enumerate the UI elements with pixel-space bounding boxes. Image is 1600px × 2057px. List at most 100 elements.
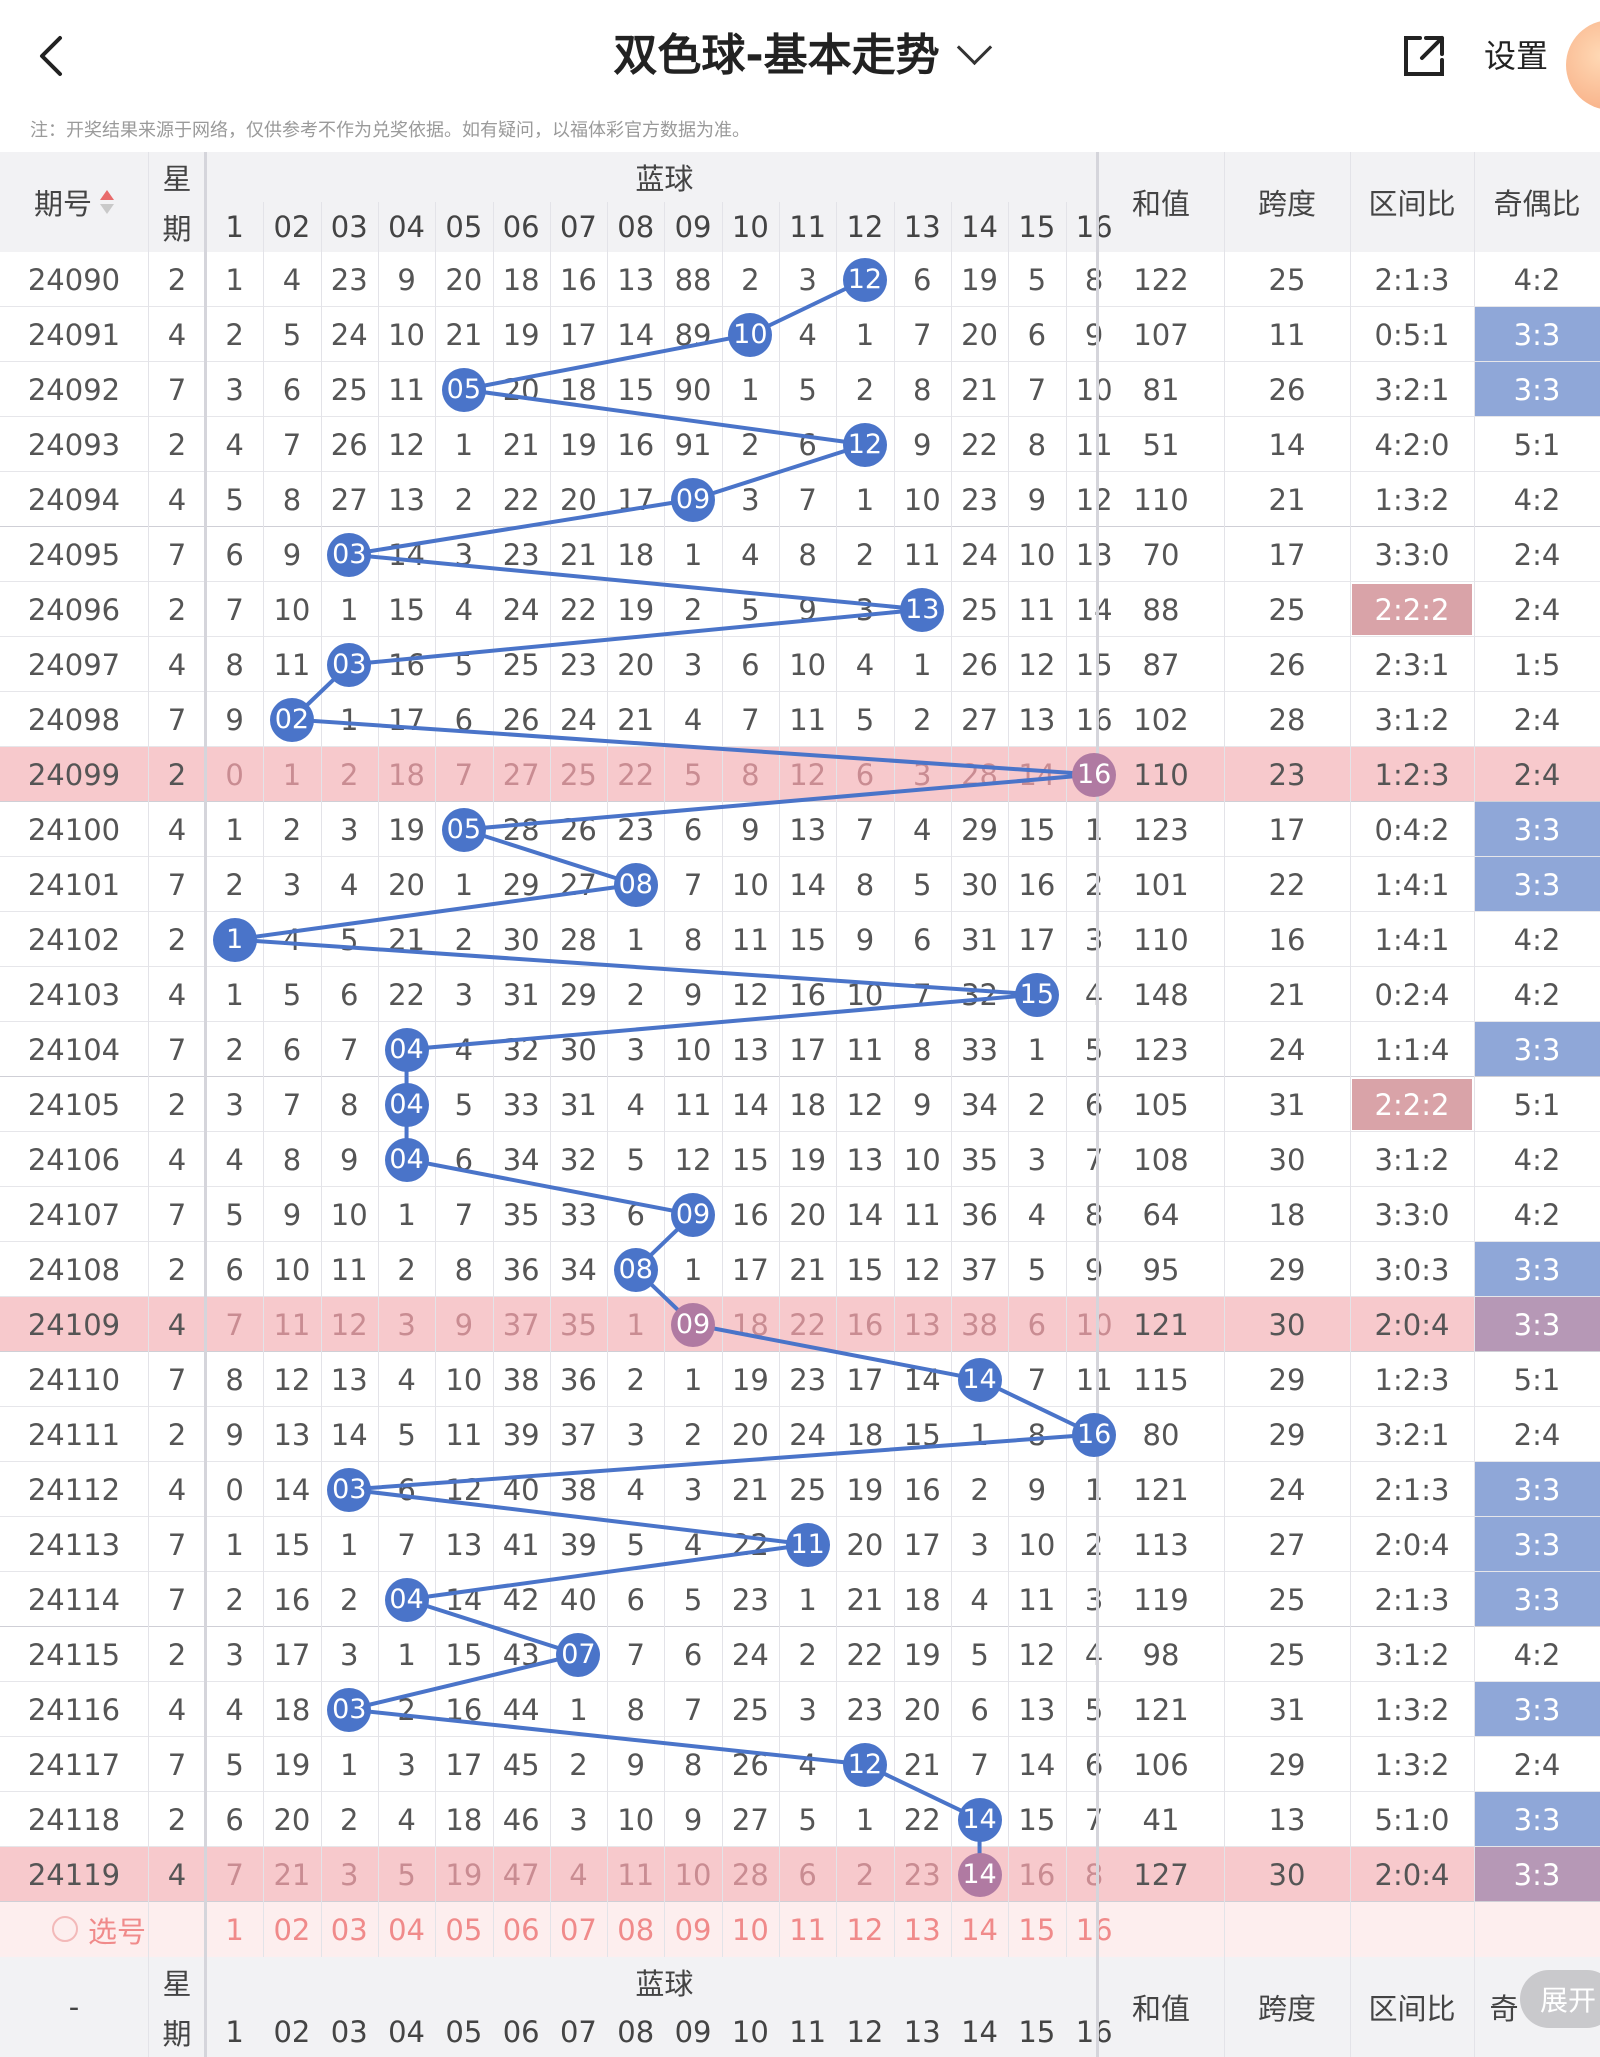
miss-count: 12 [1018, 647, 1056, 682]
miss-count: 33 [961, 1032, 998, 1067]
miss-count: 23 [617, 812, 655, 847]
row-zone: 3:3:0 [1374, 537, 1450, 572]
row-divider [0, 1791, 1600, 1792]
row-issue: 24090 [27, 262, 121, 297]
select-label[interactable]: 选号 [88, 1914, 147, 1949]
select-blue-number[interactable]: 12 [846, 1912, 884, 1947]
header-week-bottom: 期 [162, 212, 192, 246]
miss-count: 2 [340, 1582, 359, 1617]
select-blue-number[interactable]: 11 [789, 1912, 827, 1947]
footer-blue-number: 15 [1018, 2015, 1056, 2049]
share-icon[interactable] [1398, 30, 1450, 82]
title-text: 双色球-基本走势 [613, 30, 940, 81]
miss-count: 7 [970, 1747, 989, 1782]
miss-count: 21 [731, 1472, 769, 1507]
row-sum: 41 [1142, 1802, 1180, 1837]
miss-count: 30 [961, 867, 998, 902]
miss-count: 1 [340, 1747, 359, 1782]
row-span: 22 [1268, 867, 1306, 902]
miss-count: 14 [617, 317, 655, 352]
miss-count: 16 [1018, 867, 1056, 902]
row-sum: 80 [1142, 1417, 1180, 1452]
select-blue-number[interactable]: 14 [961, 1912, 998, 1947]
miss-count: 7 [282, 427, 302, 462]
header-issue[interactable]: 期号 [0, 152, 148, 252]
miss-count: 9 [282, 537, 302, 572]
blue-ball: 16 [1072, 1412, 1117, 1457]
row-sum: 110 [1133, 922, 1189, 957]
row-zone: 2:2:2 [1352, 584, 1472, 635]
miss-count: 3 [225, 1637, 244, 1672]
row-divider [0, 1901, 1600, 1902]
miss-count: 19 [731, 1362, 769, 1397]
select-blue-number[interactable]: 02 [273, 1912, 311, 1947]
miss-count: 36 [502, 1252, 540, 1287]
row-parity: 1:5 [1513, 647, 1561, 682]
miss-count: 4 [225, 1692, 244, 1727]
miss-count: 38 [559, 1472, 597, 1507]
miss-count: 9 [798, 592, 817, 627]
blue-ball: 12 [842, 257, 887, 302]
miss-count: 30 [559, 1032, 597, 1067]
header-blue-number: 14 [961, 210, 998, 244]
miss-count: 3 [626, 1032, 645, 1067]
miss-count: 15 [388, 592, 425, 627]
miss-count: 37 [502, 1307, 540, 1342]
select-blue-number[interactable]: 13 [903, 1912, 941, 1947]
select-blue-number[interactable]: 1 [225, 1912, 244, 1947]
select-blue-number[interactable]: 07 [559, 1912, 597, 1947]
miss-count: 8 [225, 647, 244, 682]
miss-count: 1 [1027, 1032, 1047, 1067]
miss-count: 16 [1018, 1857, 1056, 1892]
footer-week-bottom: 期 [162, 2017, 192, 2051]
miss-count: 4 [913, 812, 932, 847]
select-blue-number[interactable]: 16 [1075, 1912, 1113, 1947]
blue-column-divider [1065, 202, 1067, 1957]
select-blue-number[interactable]: 10 [731, 1912, 769, 1947]
select-blue-number[interactable]: 15 [1018, 1912, 1056, 1947]
select-blue-number[interactable]: 05 [445, 1912, 483, 1947]
row-divider [0, 746, 1600, 747]
row-issue: 24097 [27, 647, 121, 682]
blue-ball: 13 [900, 587, 945, 632]
miss-count: 2 [626, 977, 645, 1012]
miss-count: 13 [617, 262, 655, 297]
miss-count: 1 [741, 372, 760, 407]
header-blue-number: 07 [559, 210, 597, 244]
miss-count: 3 [626, 1417, 645, 1452]
miss-count: 21 [445, 317, 483, 352]
miss-count: 1 [683, 1252, 703, 1287]
miss-count: 9 [1027, 1472, 1047, 1507]
settings-button[interactable]: 设置 [1484, 37, 1549, 75]
select-blue-number[interactable]: 08 [617, 1912, 655, 1947]
select-blue-number[interactable]: 06 [502, 1912, 540, 1947]
row-divider [0, 1571, 1600, 1572]
miss-count: 6 [1027, 317, 1047, 352]
page-title[interactable]: 双色球-基本走势 [0, 24, 1600, 88]
miss-count: 15 [1018, 812, 1056, 847]
miss-count: 7 [683, 1692, 703, 1727]
miss-count: 2 [683, 1417, 703, 1452]
header-week-top: 星 [162, 162, 192, 196]
miss-count: 19 [789, 1142, 827, 1177]
row-parity: 2:4 [1513, 537, 1561, 572]
select-blue-number[interactable]: 09 [674, 1912, 712, 1947]
miss-count: 10 [903, 1142, 941, 1177]
miss-count: 13 [846, 1142, 884, 1177]
miss-count: 2 [1027, 1087, 1047, 1122]
row-zone: 3:1:2 [1374, 702, 1450, 737]
back-arrow-icon[interactable] [28, 30, 80, 82]
row-divider [0, 361, 1600, 362]
expand-button[interactable]: 展开 [1520, 1970, 1600, 2028]
select-blue-number[interactable]: 03 [330, 1912, 368, 1947]
miss-count: 24 [330, 317, 368, 352]
select-radio-icon[interactable] [52, 1916, 78, 1942]
row-issue: 24119 [27, 1857, 121, 1892]
sort-icon[interactable] [100, 188, 114, 216]
row-week: 4 [167, 1472, 187, 1507]
header-blue-number: 04 [388, 210, 425, 244]
select-blue-number[interactable]: 04 [388, 1912, 425, 1947]
miss-count: 20 [559, 482, 597, 517]
row-zone: 1:4:1 [1374, 867, 1450, 902]
miss-count: 20 [388, 867, 425, 902]
